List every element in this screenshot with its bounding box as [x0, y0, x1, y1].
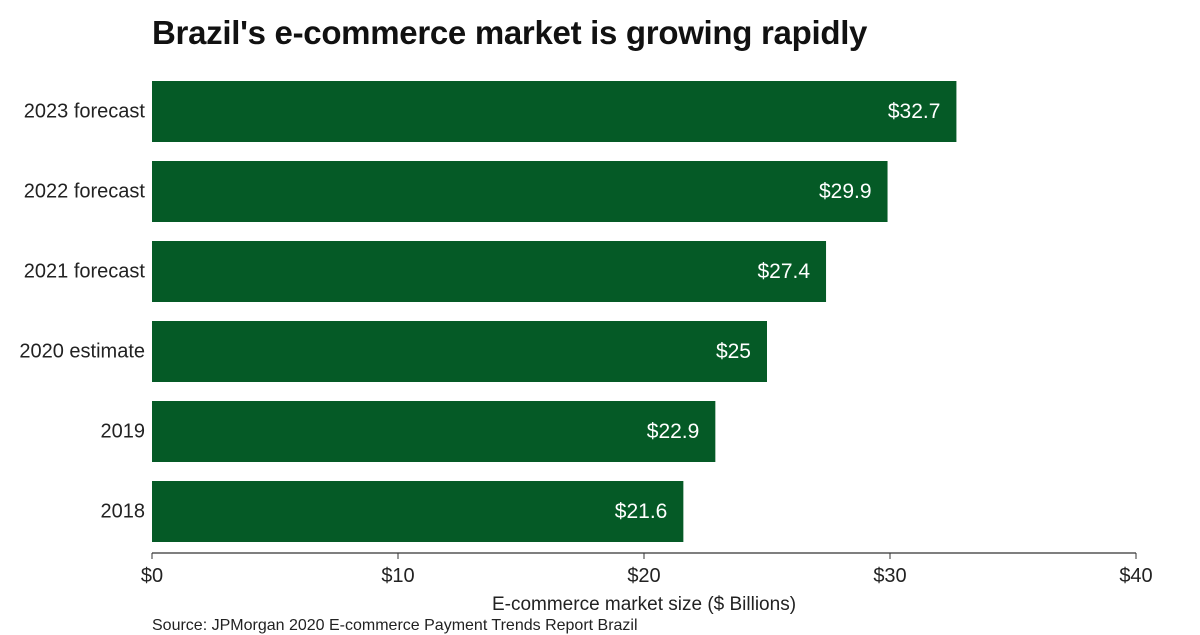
x-axis-ticks: $0 $10 $20 $30 $40 [141, 553, 1153, 587]
category-label: 2022 forecast [24, 181, 146, 203]
x-tick-label: $20 [627, 565, 660, 587]
bar [152, 321, 767, 382]
x-tick-label: $0 [141, 565, 163, 587]
category-label: 2018 [101, 501, 146, 523]
bar-value-label: $25 [716, 340, 751, 363]
bar [152, 241, 827, 302]
bar [152, 161, 888, 222]
x-tick-label: $10 [381, 565, 414, 587]
bars-layer [152, 81, 957, 542]
bar-value-label: $29.9 [819, 180, 872, 203]
bar-value-label: $22.9 [647, 420, 700, 443]
category-label: 2021 forecast [24, 261, 146, 283]
bar-value-label: $32.7 [888, 100, 941, 123]
bar-value-label: $21.6 [615, 500, 668, 523]
x-tick-label: $30 [873, 565, 906, 587]
category-label: 2019 [101, 421, 146, 443]
bar [152, 401, 716, 462]
chart-title: Brazil's e-commerce market is growing ra… [152, 14, 868, 51]
bar [152, 81, 957, 142]
category-labels: 2023 forecast 2022 forecast 2021 forecast 2… [19, 101, 145, 523]
bar [152, 481, 684, 542]
x-axis-title: E-commerce market size ($ Billions) [492, 594, 796, 615]
x-tick-label: $40 [1119, 565, 1152, 587]
bar-value-label: $27.4 [757, 260, 810, 283]
value-labels: $32.7 $29.9 $27.4 $25 $22.9 $21.6 [615, 100, 941, 523]
source-note: Source: JPMorgan 2020 E-commerce Payment… [152, 617, 638, 634]
category-label: 2020 estimate [19, 341, 145, 363]
category-label: 2023 forecast [24, 101, 146, 123]
